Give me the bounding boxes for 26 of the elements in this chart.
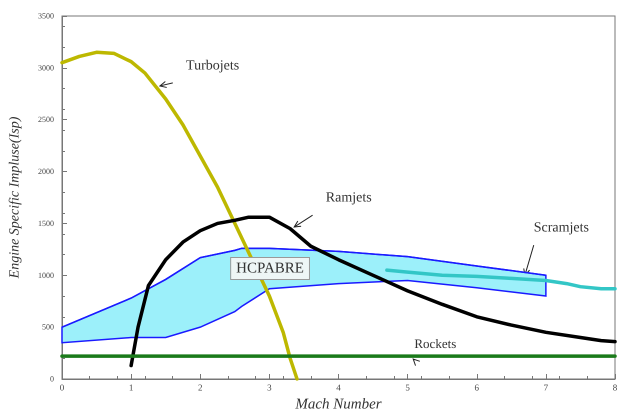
y-tick-label: 1000 [38,270,54,280]
y-tick-label: 1500 [38,218,54,228]
y-tick-label: 0 [50,374,54,384]
x-tick-label: 2 [198,382,202,392]
y-tick-label: 2000 [38,167,54,176]
x-tick-label: 0 [60,382,65,392]
x-tick-label: 3 [267,382,272,392]
text: Scramjets [534,220,589,236]
text: Ramjets [326,190,372,206]
y-axis-title: Engine Specific Impluse(Isp) [8,116,22,280]
line-series [129,215,617,368]
series-label: Rockets [414,336,456,352]
x-tick-label: 5 [405,382,410,392]
y-tick-label: 500 [42,322,54,332]
y-tick-label: 3500 [38,12,54,20]
x-axis-title: Mach Number [294,396,382,412]
x-tick-label: 8 [612,382,618,392]
y-tick-label: 2500 [38,115,54,124]
x-tick-label: 7 [544,382,549,392]
text: Turbojets [186,58,240,74]
y-tick-label: 3000 [38,63,54,72]
x-tick-label: 4 [336,382,342,392]
x-tick-label: 1 [128,382,134,392]
line-series [385,268,617,291]
series-label: HCPABRE [236,260,304,277]
x-tick-label: 6 [474,382,480,392]
